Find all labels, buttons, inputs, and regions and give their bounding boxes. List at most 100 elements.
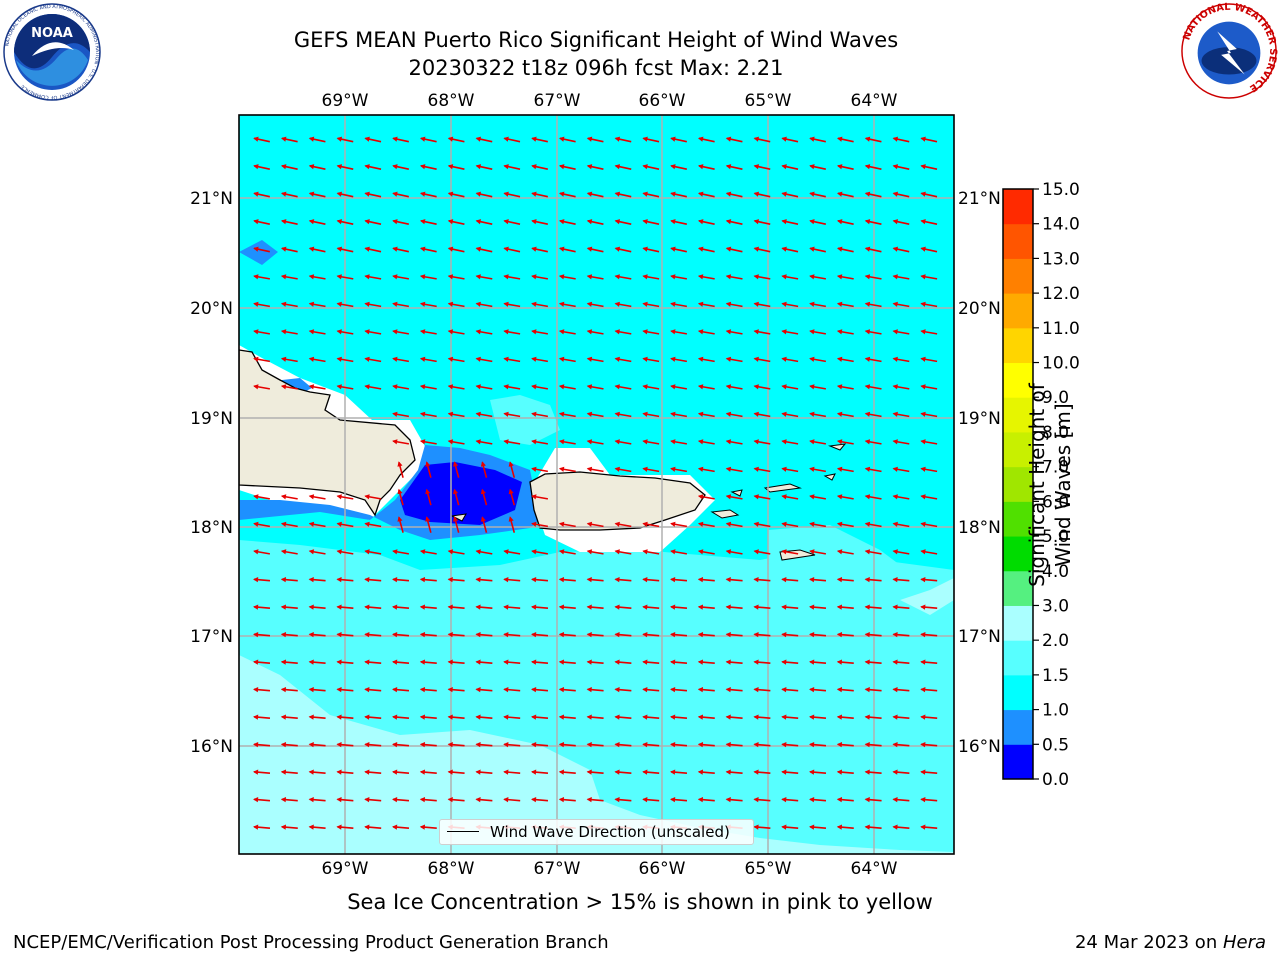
wave-arrow <box>280 494 298 500</box>
wave-arrow <box>809 301 827 308</box>
colorbar-tick-label: 4.0 <box>1042 562 1069 582</box>
colorbar-title: Significant Height of Wind Waves [m] <box>1025 383 1075 587</box>
wave-arrow <box>725 549 743 555</box>
colorbar-tick-label: 5.0 <box>1042 527 1069 547</box>
wave-arrow <box>475 219 493 225</box>
wave-arrow <box>781 797 799 803</box>
wave-arrow <box>253 714 271 720</box>
wave-arrow <box>308 797 326 803</box>
wave-arrow <box>336 494 354 500</box>
wave-arrow <box>586 136 604 143</box>
lat-label: 21°N <box>958 189 1001 209</box>
nws-logo: NATIONAL WEATHER SERVICE <box>1181 2 1278 99</box>
wave-arrow <box>531 384 549 390</box>
wave-arrow <box>364 494 382 500</box>
wave-arrow <box>781 246 799 253</box>
wave-arrow <box>642 742 660 748</box>
wave-arrow <box>336 356 354 363</box>
wave-arrow <box>364 659 382 665</box>
wave-arrow <box>614 329 632 335</box>
wave-arrow <box>697 494 715 500</box>
wave-arrow <box>475 659 493 665</box>
wave-arrow <box>864 466 882 473</box>
wave-arrow <box>920 191 938 198</box>
wave-arrow <box>753 356 771 363</box>
wave-arrow <box>836 687 854 693</box>
wave-arrow <box>308 246 326 253</box>
wave-arrow <box>586 549 604 555</box>
wave-arrow <box>670 274 688 280</box>
wave-arrow <box>892 246 910 253</box>
wave-arrow <box>670 384 688 390</box>
wave-arrow <box>614 714 632 720</box>
wave-arrow <box>809 246 826 253</box>
wave-arrow <box>614 769 632 775</box>
wave-arrow <box>809 769 827 775</box>
lat-label: 21°N <box>190 189 233 209</box>
wave-arrow <box>725 521 743 528</box>
wave-arrow <box>836 632 854 638</box>
wave-arrow <box>836 769 854 775</box>
lon-labels-top: 69°W 68°W 67°W 66°W 65°W 64°W <box>322 91 898 111</box>
wave-arrow <box>920 797 938 803</box>
wave-arrow <box>781 577 799 583</box>
colorbar-segment <box>1003 466 1033 502</box>
wave-arrow <box>447 797 465 803</box>
wave-arrow <box>697 742 715 748</box>
wave-arrow <box>864 604 882 610</box>
wave-arrow <box>308 604 326 610</box>
wave-arrow <box>892 219 910 225</box>
wave-arrow <box>864 714 882 720</box>
wave-arrow <box>614 246 632 253</box>
wave-arrow <box>614 439 632 445</box>
wave-arrow <box>531 549 549 555</box>
wave-arrow <box>447 301 465 308</box>
wave-arrow <box>725 797 743 803</box>
wave-arrow <box>586 521 604 528</box>
wave-arrow <box>280 577 298 583</box>
wave-arrow <box>920 356 938 363</box>
wave-arrow <box>447 577 465 583</box>
wave-arrow <box>836 191 854 198</box>
wave-arrow <box>725 687 743 693</box>
wave-arrow <box>836 301 854 308</box>
wave-arrow <box>253 659 271 665</box>
wave-arrow <box>447 604 465 610</box>
wave-arrow <box>642 549 660 555</box>
footer-date: 24 Mar 2023 on Hera <box>1075 932 1266 953</box>
wave-arrow <box>419 742 437 748</box>
wave-arrow <box>364 769 382 775</box>
wave-arrow <box>809 577 827 583</box>
wave-arrow <box>670 411 688 418</box>
wave-arrow <box>809 136 826 143</box>
map-title: GEFS MEAN Puerto Rico Significant Height… <box>293 28 899 52</box>
wave-arrow <box>447 714 465 720</box>
wave-arrow <box>503 136 521 143</box>
wave-arrow <box>725 494 743 500</box>
wave-arrow <box>558 329 576 335</box>
wave-arrow <box>364 521 382 528</box>
wave-arrow <box>280 769 298 775</box>
wave-arrow <box>809 219 826 225</box>
wave-arrow <box>586 742 604 748</box>
wave-arrow <box>892 164 910 170</box>
wave-arrow <box>475 329 493 335</box>
wave-arrow <box>475 384 493 390</box>
colorbar-tick-label: 1.0 <box>1042 701 1069 721</box>
wave-arrow <box>642 632 660 638</box>
wave-arrow <box>280 274 298 280</box>
wave-arrow <box>753 494 771 500</box>
wave-arrow <box>642 466 660 473</box>
colorbar-tick-label: 10.0 <box>1042 354 1080 374</box>
wave-arrow <box>864 164 882 170</box>
wave-arrow <box>892 549 910 555</box>
map-frame <box>238 114 955 855</box>
wave-arrow <box>697 246 715 253</box>
wave-arrow <box>725 742 743 748</box>
wave-arrow <box>503 742 521 748</box>
wave-arrow <box>697 687 715 693</box>
wave-arrow <box>336 384 354 390</box>
wave-arrow <box>364 714 382 720</box>
colorbar-segment <box>1003 605 1033 641</box>
wave-arrow <box>892 494 910 500</box>
